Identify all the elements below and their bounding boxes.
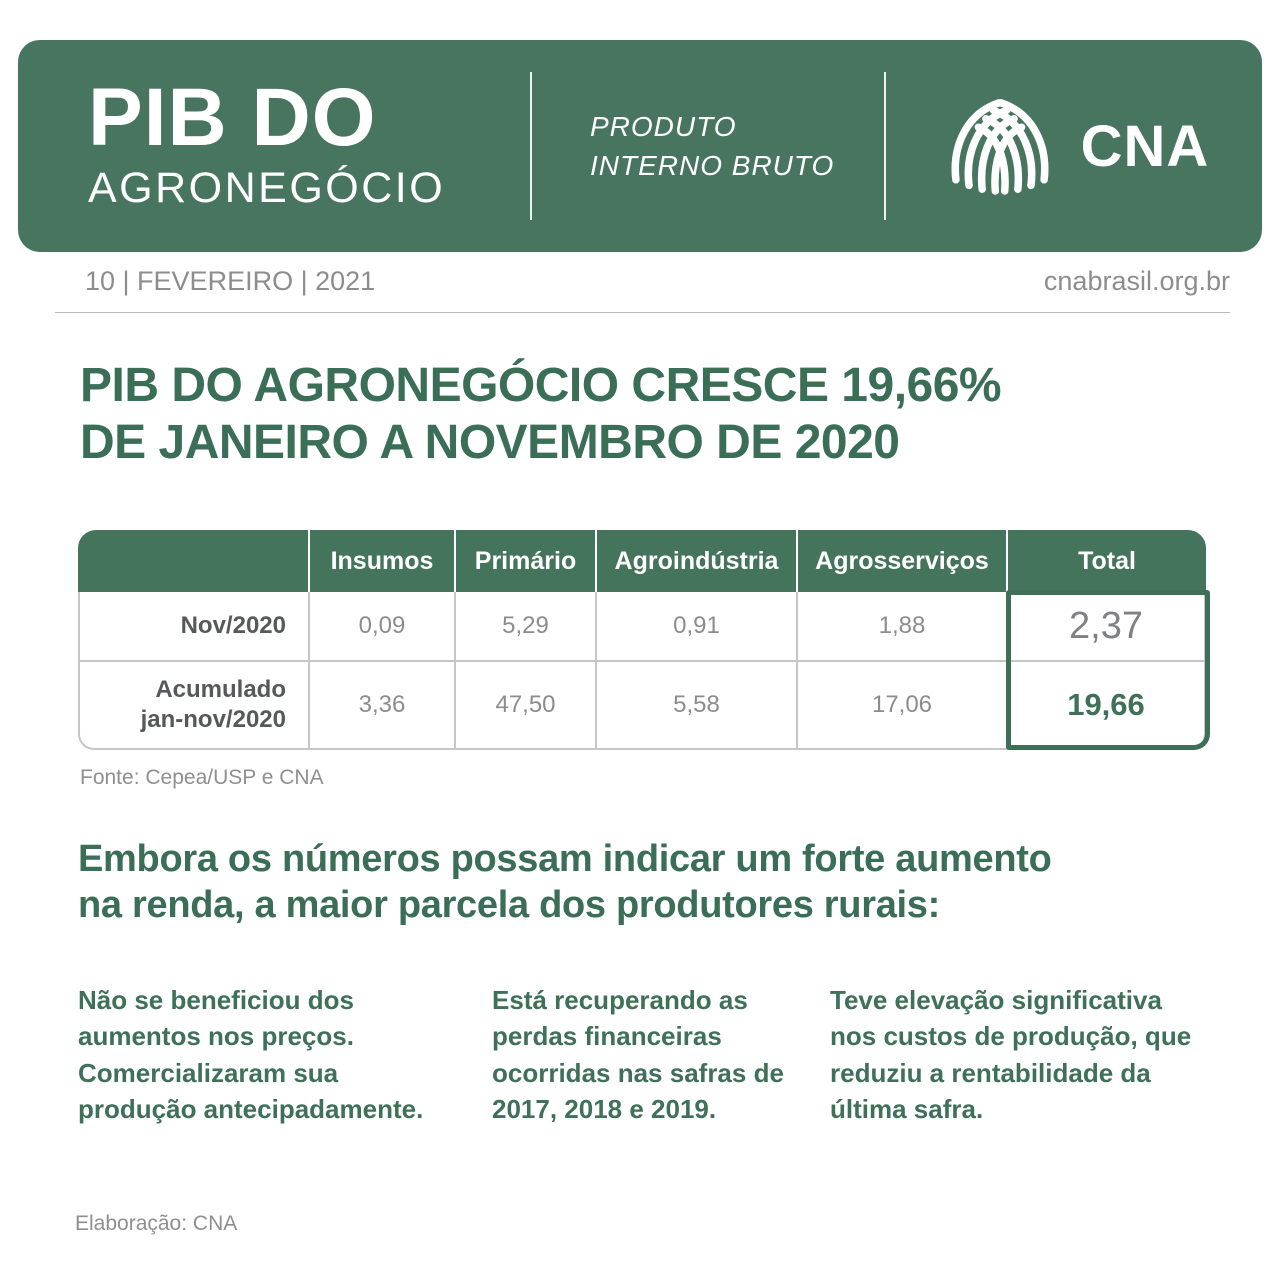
cell-primario: 5,29: [456, 592, 597, 662]
cell-total: 2,37: [1008, 592, 1204, 662]
cell-insumos: 3,36: [310, 662, 456, 748]
cell-agroindustria: 5,58: [597, 662, 798, 748]
gdp-table: Insumos Primário Agroindústria Agrosserv…: [78, 530, 1210, 750]
website-url: cnabrasil.org.br: [1043, 266, 1230, 296]
header-banner: PIB DO AGRONEGÓCIO PRODUTO INTERNO BRUTO: [18, 40, 1262, 252]
page-title: PIB DO AGRONEGÓCIO CRESCE 19,66% DE JANE…: [80, 358, 1002, 471]
table-body: Nov/2020 0,09 5,29 0,91 1,88 2,37 Acumul…: [78, 590, 1210, 750]
cell-total: 19,66: [1067, 687, 1145, 722]
elaboration-note: Elaboração: CNA: [75, 1212, 238, 1235]
meta-row: 10 | FEVEREIRO | 2021 cnabrasil.org.br: [85, 266, 1230, 297]
section-subheading: Embora os números possam indicar um fort…: [78, 836, 1052, 929]
banner-subtitle: PRODUTO INTERNO BRUTO: [532, 107, 884, 185]
table-header-total: Total: [1078, 546, 1136, 575]
table-row-acumulado: Acumulado jan-nov/2020 3,36 47,50 5,58 1…: [80, 662, 1204, 748]
bullet-item-1: Não se beneficiou dos aumentos nos preço…: [78, 985, 424, 1125]
table-header-row: Insumos Primário Agroindústria Agrosserv…: [78, 530, 1206, 592]
page-title-line2: DE JANEIRO A NOVEMBRO DE 2020: [80, 415, 900, 469]
table-header-primario: Primário: [456, 530, 597, 592]
banner-divider-right: [884, 72, 886, 220]
row-label-line2: jan-nov/2020: [140, 706, 286, 733]
row-label-line1: Acumulado: [155, 676, 286, 703]
logo-text: CNA: [1080, 113, 1210, 179]
table-header-insumos: Insumos: [310, 530, 456, 592]
bullet-columns: Não se beneficiou dos aumentos nos preço…: [78, 982, 1208, 1128]
banner-divider-left: [530, 72, 532, 220]
logo-block: CNA: [886, 89, 1262, 203]
table-header-agrosservicos: Agrosserviços: [798, 530, 1008, 592]
banner-title-sub: AGRONEGÓCIO: [88, 164, 446, 213]
publication-date: 10 | FEVEREIRO | 2021: [85, 266, 376, 296]
row-label: Nov/2020: [80, 592, 310, 662]
wheat-icon: [951, 99, 1049, 195]
banner-subtitle-line1: PRODUTO: [590, 110, 737, 142]
banner-title-block: PIB DO AGRONEGÓCIO: [18, 71, 530, 214]
table-header-empty: [78, 530, 310, 592]
table-row-nov2020: Nov/2020 0,09 5,29 0,91 1,88 2,37: [80, 592, 1204, 662]
cell-primario: 47,50: [456, 662, 597, 748]
horizontal-rule: [55, 312, 1230, 313]
bullet-item-2: Está recuperando as perdas financeiras o…: [492, 985, 784, 1125]
table-source: Fonte: Cepea/USP e CNA: [80, 766, 324, 789]
cell-agroindustria: 0,91: [597, 592, 798, 662]
banner-subtitle-line2: INTERNO BRUTO: [590, 150, 835, 181]
subheading-line2: na renda, a maior parcela dos produtores…: [78, 884, 940, 927]
cell-agrosservicos: 1,88: [798, 592, 1008, 662]
cell-insumos: 0,09: [310, 592, 456, 662]
subheading-line1: Embora os números possam indicar um fort…: [78, 838, 1052, 880]
cell-agrosservicos: 17,06: [798, 662, 1008, 748]
banner-title: PIB DO: [88, 71, 377, 163]
page-title-line1: PIB DO AGRONEGÓCIO CRESCE 19,66%: [80, 359, 1002, 412]
row-label: Acumulado jan-nov/2020: [80, 662, 310, 748]
table-header-agroindustria: Agroindústria: [597, 530, 798, 592]
bullet-item-3: Teve elevação significativa nos custos d…: [830, 985, 1192, 1125]
